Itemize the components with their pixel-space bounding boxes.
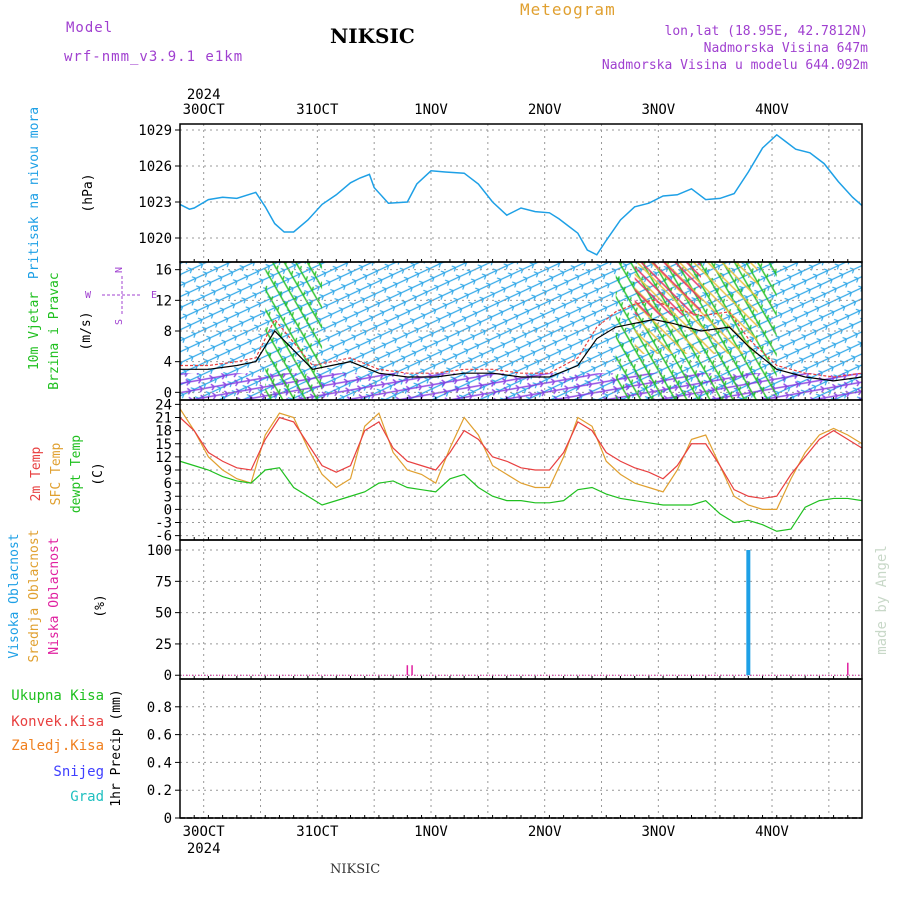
wind-speed-line (180, 318, 863, 382)
model-label: Model (66, 20, 114, 36)
compass-n: N (114, 267, 125, 273)
day-label-top: 4NOV (755, 102, 789, 118)
footer-station: NIKSIC (330, 862, 381, 877)
precip-axis-title: 1hr Precip (mm) (109, 689, 124, 806)
y-tick-label: 16 (155, 263, 172, 279)
y-tick-label: 100 (147, 543, 172, 559)
day-label-bottom: 3NOV (641, 824, 675, 840)
day-label-bottom: 31OCT (296, 824, 339, 840)
low-cloud-bar (411, 665, 413, 676)
panel-clouds: 0 25 50 75 100 (147, 540, 863, 684)
wind-unit: (m/s) (79, 311, 94, 350)
y-tick-label: -3 (155, 516, 172, 532)
temp-unit: (C) (91, 462, 106, 485)
y-tick-label: 1029 (138, 123, 172, 139)
precip-legend-item: Zaledj.Kisa (11, 738, 104, 754)
y-tick-label: 0.4 (147, 755, 172, 771)
lonlat-label: lon,lat (18.95E, 42.7812N) (664, 24, 869, 39)
mid-cloud-label: Srednja Oblacnost (27, 529, 42, 662)
meteogram-label: Meteogram (520, 0, 616, 19)
y-tick-label: 0.8 (147, 700, 172, 716)
temp-2m-line (179, 416, 863, 500)
station-title: NIKSIC (330, 24, 415, 48)
y-tick-label: 0 (164, 385, 172, 401)
y-tick-label: 24 (155, 397, 172, 413)
day-label-top: 30OCT (183, 102, 226, 118)
compass-e: E (151, 290, 157, 301)
pressure-axis-title: Pritisak na nivou mora (27, 107, 42, 279)
temp-2m-label: 2m Temp (29, 446, 44, 501)
day-label-bottom: 2NOV (528, 824, 562, 840)
model-name: wrf-nmm_v3.9.1 e1km (64, 49, 244, 65)
y-tick-label: 9 (164, 463, 172, 479)
panel-frame (179, 539, 863, 680)
y-tick-label: 12 (155, 450, 172, 466)
wind-gust-line (180, 299, 863, 378)
day-label-bottom: 1NOV (414, 824, 448, 840)
cloud-unit: (%) (93, 594, 108, 617)
day-label-top: 1NOV (414, 102, 448, 118)
pressure-unit: (hPa) (81, 173, 96, 212)
compass-w: W (85, 290, 92, 301)
y-tick-label: 0.2 (147, 783, 172, 799)
precip-legend-item: Ukupna Kisa (11, 688, 104, 704)
y-tick-label: 12 (155, 293, 172, 309)
sfc-temp-line (179, 408, 863, 510)
low-cloud-bar (847, 662, 849, 676)
dewpt-temp-line (179, 460, 863, 532)
day-label-bottom: 4NOV (755, 824, 789, 840)
year-label-top: 2024 (187, 87, 221, 103)
panel-frame (179, 678, 863, 819)
y-tick-label: 0.6 (147, 728, 172, 744)
panel-precip: 0 0.2 0.4 0.6 0.8 (147, 679, 863, 827)
y-tick-label: 0 (164, 502, 172, 518)
low-cloud-label: Niska Oblacnost (47, 537, 62, 654)
y-tick-label: -6 (155, 529, 172, 545)
y-tick-label: 0 (164, 668, 172, 684)
day-label-top: 31OCT (296, 102, 339, 118)
y-tick-label: 6 (164, 476, 172, 492)
sfc-temp-label: SFC Temp (49, 443, 64, 506)
panel-pressure: 1020 1023 1026 1029 (138, 123, 863, 262)
year-label-bottom: 2024 (187, 841, 221, 857)
y-tick-label: 1020 (138, 231, 172, 247)
elevation-label: Nadmorska Visina 647m (703, 41, 868, 56)
dewpt-temp-label: dewpt Temp (69, 435, 84, 513)
y-tick-label: 75 (155, 574, 172, 590)
compass-legend: N W E S (85, 267, 157, 325)
precip-legend-item: Snijeg (53, 764, 104, 780)
low-cloud-bar (406, 665, 409, 676)
y-tick-label: 25 (155, 637, 172, 653)
high-cloud-label: Visoka Oblacnost (7, 533, 22, 658)
y-tick-label: 1023 (138, 195, 172, 211)
panel-frame (179, 123, 863, 263)
day-label-top: 2NOV (528, 102, 562, 118)
y-tick-label: 50 (155, 606, 172, 622)
high-cloud-bar (746, 550, 751, 676)
y-tick-label: 3 (164, 489, 172, 505)
day-label-top: 3NOV (641, 102, 675, 118)
y-tick-label: 0 (164, 811, 172, 827)
compass-s: S (114, 319, 125, 325)
watermark: made by Angel (874, 545, 890, 655)
model-elevation-label: Nadmorska Visina u modelu 644.092m (601, 58, 868, 73)
day-label-bottom: 30OCT (183, 824, 226, 840)
y-tick-label: 1026 (138, 159, 172, 175)
y-tick-label: 18 (155, 424, 172, 440)
wind-axis-title: 10m Vjetar (27, 292, 42, 370)
precip-legend-item: Grad (70, 789, 104, 805)
pressure-line (179, 133, 863, 256)
wind-axis-subtitle: Brzina i Pravac (47, 272, 62, 389)
y-tick-label: 4 (164, 355, 172, 371)
precip-legend-item: Konvek.Kisa (11, 714, 104, 730)
y-tick-label: 8 (164, 324, 172, 340)
y-tick-label: 15 (155, 437, 172, 453)
y-tick-label: 21 (155, 411, 172, 427)
